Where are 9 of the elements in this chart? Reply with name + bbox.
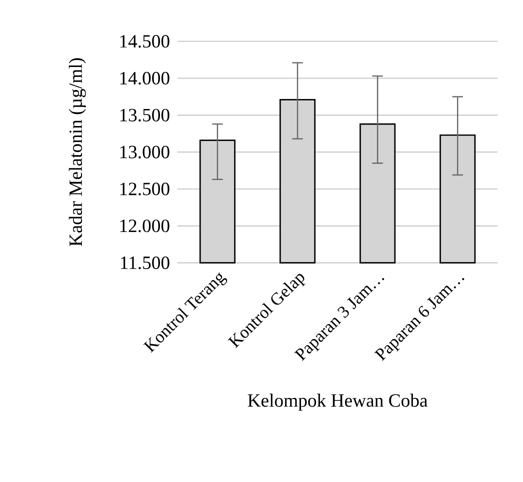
y-tick-label: 11.500 [121,256,170,270]
x-axis-title: Kelompok Hewan Coba [248,394,428,411]
y-axis-title: Kadar Melatonin (µg/ml) [68,58,86,246]
y-tick-label: 13.500 [120,109,170,122]
y-tick-label: 14.500 [120,35,170,48]
y-tick-label: 12.000 [120,220,170,232]
y-tick-label: 14.000 [120,72,170,85]
y-tick-label: 13.000 [120,146,170,159]
y-tick-label: 12.500 [120,182,170,196]
